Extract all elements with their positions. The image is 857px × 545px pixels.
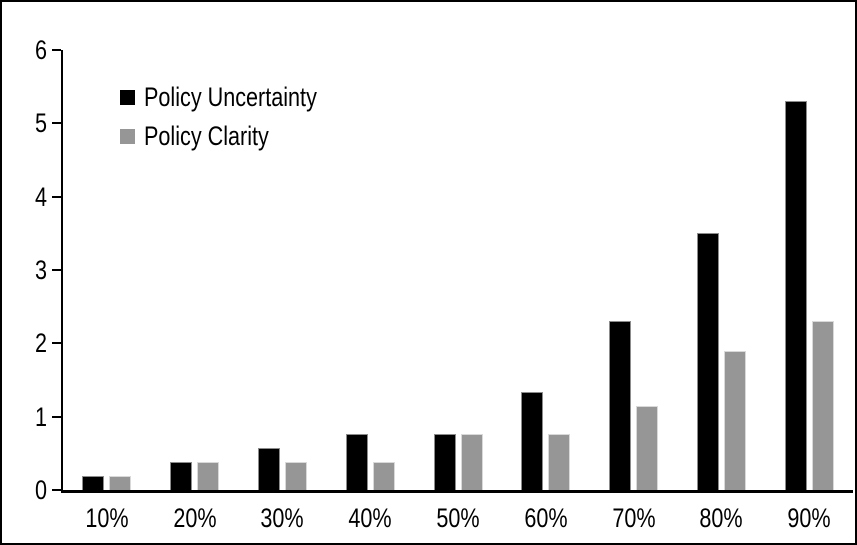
legend: Policy Uncertainty Policy Clarity — [120, 83, 360, 150]
bar-policy-clarity — [284, 462, 307, 490]
bar-policy-clarity — [636, 406, 659, 490]
y-tick-label: 0 — [34, 475, 47, 505]
y-tick-mark — [52, 195, 61, 198]
y-tick-label: 2 — [34, 328, 47, 359]
bar-policy-uncertainty — [433, 434, 456, 490]
x-tick-label: 40% — [348, 503, 392, 533]
legend-marker-policy-uncertainty — [120, 89, 135, 105]
legend-marker-policy-clarity — [120, 128, 135, 144]
y-tick-label: 6 — [34, 35, 47, 65]
bar-group — [677, 233, 765, 490]
bar-group — [502, 392, 590, 490]
y-tick-label: 1 — [34, 401, 47, 432]
y-tick-mark — [52, 342, 61, 345]
bar-policy-uncertainty — [345, 434, 368, 490]
bar-policy-clarity — [197, 462, 220, 490]
bar-policy-uncertainty — [784, 100, 807, 490]
bar-policy-uncertainty — [696, 233, 719, 490]
y-tick-label: 3 — [34, 255, 47, 285]
bar-policy-uncertainty — [521, 392, 544, 490]
x-tick-label: 90% — [787, 503, 831, 533]
x-tick-label: 50% — [436, 503, 480, 533]
bar-policy-uncertainty — [82, 476, 105, 490]
y-tick-mark — [52, 49, 61, 51]
bar-group — [326, 434, 414, 490]
x-axis-labels: 10% 20% 30% 40% 50% 60% 70% 80% 90% — [63, 503, 853, 533]
bar-policy-clarity — [723, 350, 746, 490]
bar-groups — [63, 50, 853, 490]
bar-group — [590, 320, 678, 490]
bar-group — [414, 434, 502, 490]
y-tick-label: 4 — [34, 181, 47, 212]
y-tick-mark — [52, 122, 61, 125]
bar-policy-clarity — [109, 476, 132, 490]
y-tick-mark — [52, 489, 61, 491]
plot-area: 0 1 2 3 4 5 6 — [35, 37, 853, 504]
bar-policy-clarity — [460, 434, 483, 490]
bar-policy-clarity — [372, 462, 395, 490]
x-tick-label: 20% — [173, 503, 217, 533]
x-tick-label: 10% — [85, 503, 129, 533]
legend-label-policy-uncertainty: Policy Uncertainty — [144, 82, 317, 112]
legend-item-policy-uncertainty: Policy Uncertainty — [120, 83, 360, 111]
bar-policy-uncertainty — [170, 462, 193, 490]
x-tick-label: 80% — [699, 503, 743, 533]
x-tick-label: 60% — [524, 503, 568, 533]
bar-group — [765, 100, 853, 490]
bar-policy-uncertainty — [609, 320, 632, 490]
x-tick-label: 70% — [611, 503, 656, 533]
bar-group — [151, 462, 239, 490]
bar-policy-clarity — [811, 321, 834, 490]
y-tick-mark — [52, 415, 61, 418]
bar-group — [239, 448, 327, 490]
bar-policy-uncertainty — [257, 448, 280, 490]
y-tick-mark — [52, 269, 61, 271]
legend-item-policy-clarity: Policy Clarity — [120, 122, 360, 150]
x-tick-label: 30% — [260, 503, 305, 533]
bar-group — [63, 476, 151, 490]
legend-label-policy-clarity: Policy Clarity — [144, 121, 269, 151]
bar-policy-clarity — [548, 434, 571, 490]
y-tick-label: 5 — [34, 108, 47, 139]
